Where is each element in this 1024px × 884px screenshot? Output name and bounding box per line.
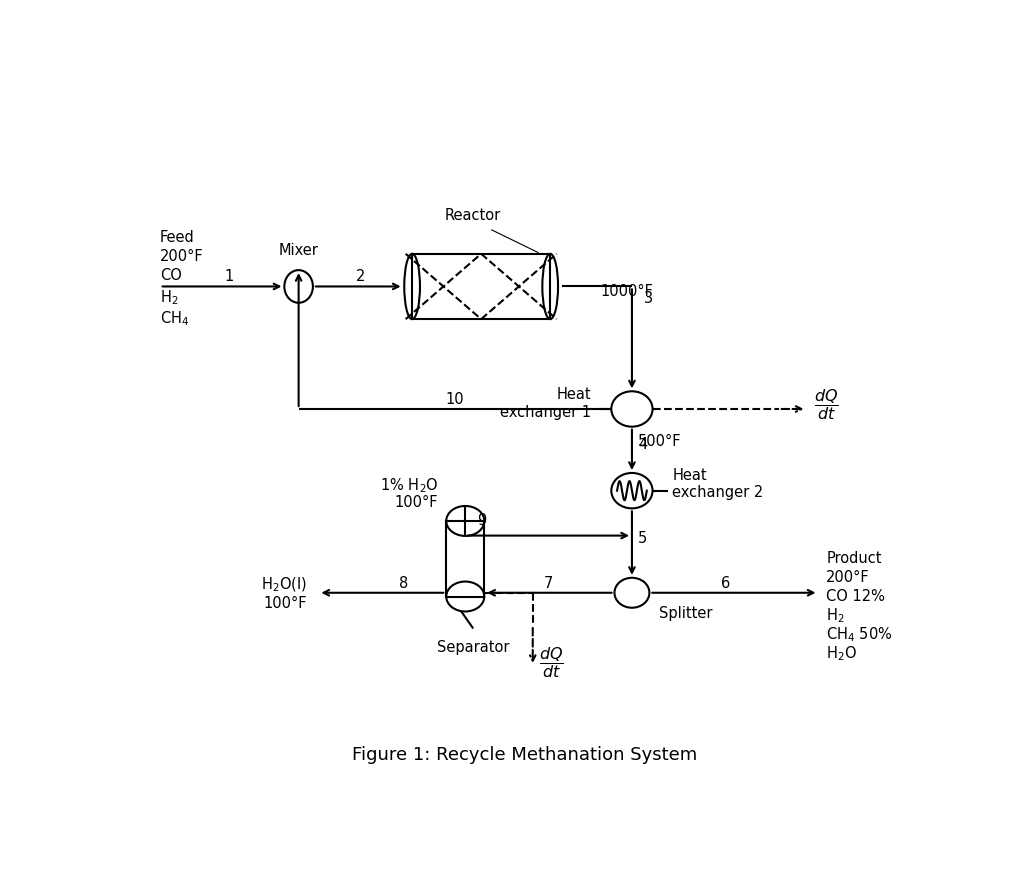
Text: 1: 1 bbox=[224, 270, 233, 285]
Text: H$_2$O: H$_2$O bbox=[826, 644, 857, 663]
Text: Feed: Feed bbox=[160, 230, 195, 245]
Bar bbox=[412, 254, 550, 319]
Text: 9: 9 bbox=[477, 514, 486, 529]
Text: 500°F: 500°F bbox=[638, 434, 682, 449]
Text: H$_2$: H$_2$ bbox=[160, 288, 178, 307]
Text: CO: CO bbox=[160, 268, 181, 283]
Text: 200°F: 200°F bbox=[826, 570, 870, 585]
Text: CH$_4$: CH$_4$ bbox=[160, 309, 189, 329]
Text: 3: 3 bbox=[644, 291, 653, 306]
Text: 8: 8 bbox=[399, 575, 409, 591]
Text: H$_2$O(l): H$_2$O(l) bbox=[261, 575, 306, 594]
Text: 5: 5 bbox=[638, 530, 647, 545]
Text: 10: 10 bbox=[445, 392, 464, 407]
Text: Mixer: Mixer bbox=[279, 243, 318, 258]
Text: Splitter: Splitter bbox=[658, 606, 713, 621]
Text: 1000°F: 1000°F bbox=[600, 285, 653, 300]
Text: CH$_4$ 50%: CH$_4$ 50% bbox=[826, 626, 893, 644]
Text: 6: 6 bbox=[721, 575, 730, 591]
Text: 2: 2 bbox=[355, 270, 366, 285]
Text: 4: 4 bbox=[638, 437, 647, 452]
Text: 1% H$_2$O: 1% H$_2$O bbox=[380, 476, 438, 495]
Bar bbox=[446, 521, 484, 597]
Text: 7: 7 bbox=[544, 575, 553, 591]
Text: Figure 1: Recycle Methanation System: Figure 1: Recycle Methanation System bbox=[352, 746, 697, 765]
Text: $\dfrac{dQ}{dt}$: $\dfrac{dQ}{dt}$ bbox=[539, 645, 564, 680]
Text: 100°F: 100°F bbox=[263, 596, 306, 611]
Text: 100°F: 100°F bbox=[395, 495, 438, 510]
Text: H$_2$: H$_2$ bbox=[826, 606, 845, 625]
Text: Reactor: Reactor bbox=[445, 208, 502, 223]
Text: Separator: Separator bbox=[437, 640, 510, 655]
Text: Product: Product bbox=[826, 552, 882, 567]
Text: Heat
exchanger 2: Heat exchanger 2 bbox=[673, 468, 764, 500]
Text: $\dfrac{dQ}{dt}$: $\dfrac{dQ}{dt}$ bbox=[814, 387, 840, 423]
Text: CO 12%: CO 12% bbox=[826, 590, 885, 605]
Text: 200°F: 200°F bbox=[160, 249, 204, 264]
Text: Heat
exchanger 1: Heat exchanger 1 bbox=[501, 387, 592, 420]
